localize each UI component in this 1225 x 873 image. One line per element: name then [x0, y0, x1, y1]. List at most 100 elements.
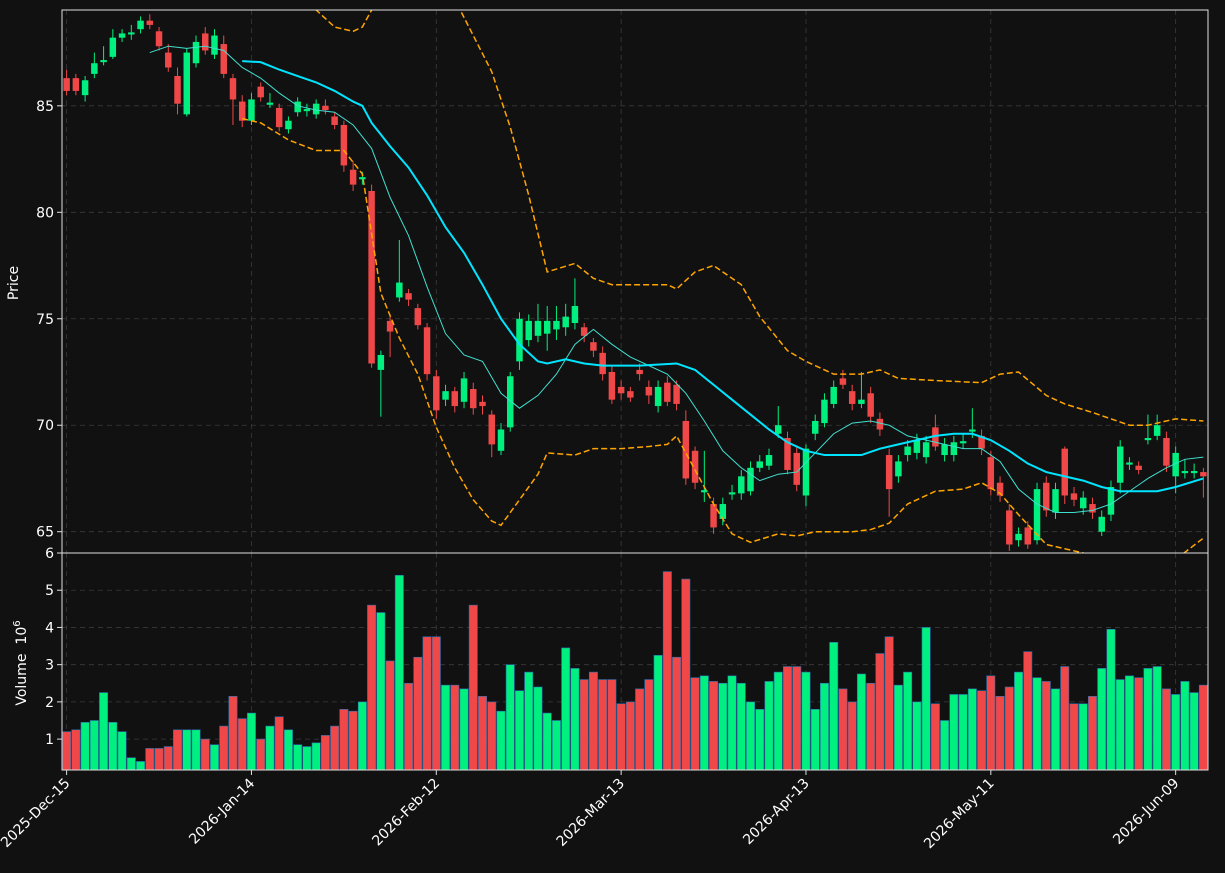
candle-body — [599, 352, 606, 375]
candle-body — [1172, 452, 1179, 477]
volume-bar — [311, 742, 321, 770]
candle-body — [701, 490, 708, 493]
candle-body — [414, 308, 422, 326]
candle-body — [830, 386, 837, 404]
y-tick-label: 85 — [36, 99, 54, 115]
candle-body — [608, 372, 616, 400]
volume-bar — [256, 738, 266, 770]
volume-bar — [644, 679, 654, 770]
volume-bar — [505, 664, 515, 770]
volume-bar — [496, 710, 506, 770]
candle-body — [811, 420, 819, 434]
volume-bar — [487, 701, 497, 770]
volume-bar — [829, 642, 839, 770]
candle-body — [349, 169, 357, 185]
candle-body — [340, 124, 348, 166]
volume-bar — [1180, 681, 1190, 770]
volume-bar — [588, 671, 598, 770]
volume-bar — [773, 671, 783, 770]
volume-bar — [136, 761, 146, 770]
y-tick-label: 80 — [36, 205, 54, 221]
volume-bar — [1106, 629, 1116, 770]
volume-bar — [145, 748, 155, 770]
candle-body — [165, 52, 172, 68]
volume-bar — [237, 718, 247, 770]
candle-body — [377, 354, 385, 370]
volume-bar — [1004, 686, 1014, 770]
candle-body — [211, 35, 218, 55]
candle-body — [1135, 465, 1142, 470]
volume-bar — [635, 688, 645, 770]
volume-bar — [247, 712, 256, 770]
candle-body — [885, 455, 893, 490]
volume-bar — [357, 701, 367, 770]
overlay-line — [242, 117, 1204, 553]
candle-body — [738, 476, 745, 494]
candle-body — [571, 305, 579, 324]
y-tick-label: 6 — [45, 546, 54, 562]
candle-body — [479, 401, 486, 407]
candle-body — [525, 320, 532, 341]
candle-body — [109, 37, 117, 57]
candle-body — [118, 33, 126, 38]
volume-bar — [912, 701, 922, 770]
y-tick-label: 75 — [36, 312, 54, 328]
volume-bar — [1060, 666, 1070, 770]
volume-bar — [210, 744, 219, 770]
y-tick-label: 5 — [45, 583, 54, 599]
volume-bar — [108, 722, 118, 770]
volume-bar — [1143, 668, 1153, 770]
candle-body — [858, 399, 865, 404]
volume-bar — [1171, 694, 1181, 770]
volume-bar — [1014, 671, 1023, 770]
candle-body — [386, 320, 394, 332]
candle-body — [359, 177, 366, 180]
volume-bar — [967, 688, 977, 770]
volume-bar — [293, 744, 303, 770]
volume-bar — [200, 738, 210, 770]
volume-bar — [515, 690, 524, 770]
candle-body — [285, 120, 292, 130]
volume-bar — [607, 679, 617, 770]
volume-bar — [690, 677, 700, 770]
candle-body — [728, 492, 736, 495]
candle-body — [1043, 482, 1050, 511]
candle-body — [146, 20, 154, 25]
candle-body — [821, 399, 828, 424]
volume-bar — [1088, 696, 1097, 770]
candle-body — [867, 393, 874, 417]
candle-body — [266, 102, 274, 105]
y-tick-label: 70 — [36, 418, 54, 434]
candle-body — [516, 318, 523, 362]
volume-bar — [302, 746, 312, 770]
volume-bar — [468, 604, 478, 770]
candle-body — [682, 420, 690, 479]
candle-body — [1033, 489, 1041, 541]
volume-bar — [616, 703, 626, 770]
volume-bar — [1189, 692, 1199, 770]
y-tick-label: 1 — [45, 732, 54, 748]
volume-bar — [1078, 703, 1088, 770]
candle-body — [100, 60, 107, 63]
candle-body — [303, 109, 311, 112]
volume-bar — [709, 681, 719, 770]
volume-bar — [1032, 677, 1042, 770]
candle-body — [627, 391, 634, 398]
price-axis-label: Price — [6, 266, 22, 300]
volume-bar — [89, 720, 99, 770]
volume-bar — [551, 720, 561, 770]
volume-bar — [385, 660, 395, 770]
candle-body — [590, 342, 597, 351]
candle-body — [913, 440, 921, 453]
volume-bar — [570, 668, 580, 770]
candle-body — [396, 282, 403, 298]
volume-bar — [413, 656, 423, 770]
volume-bar — [394, 575, 404, 770]
candle-body — [645, 386, 653, 396]
volume-bar — [995, 696, 1005, 770]
candle-body — [506, 376, 514, 428]
candle-body — [784, 438, 791, 470]
y-tick-label: 4 — [45, 620, 54, 636]
volume-bar — [376, 612, 386, 770]
candle-body — [1190, 471, 1198, 474]
